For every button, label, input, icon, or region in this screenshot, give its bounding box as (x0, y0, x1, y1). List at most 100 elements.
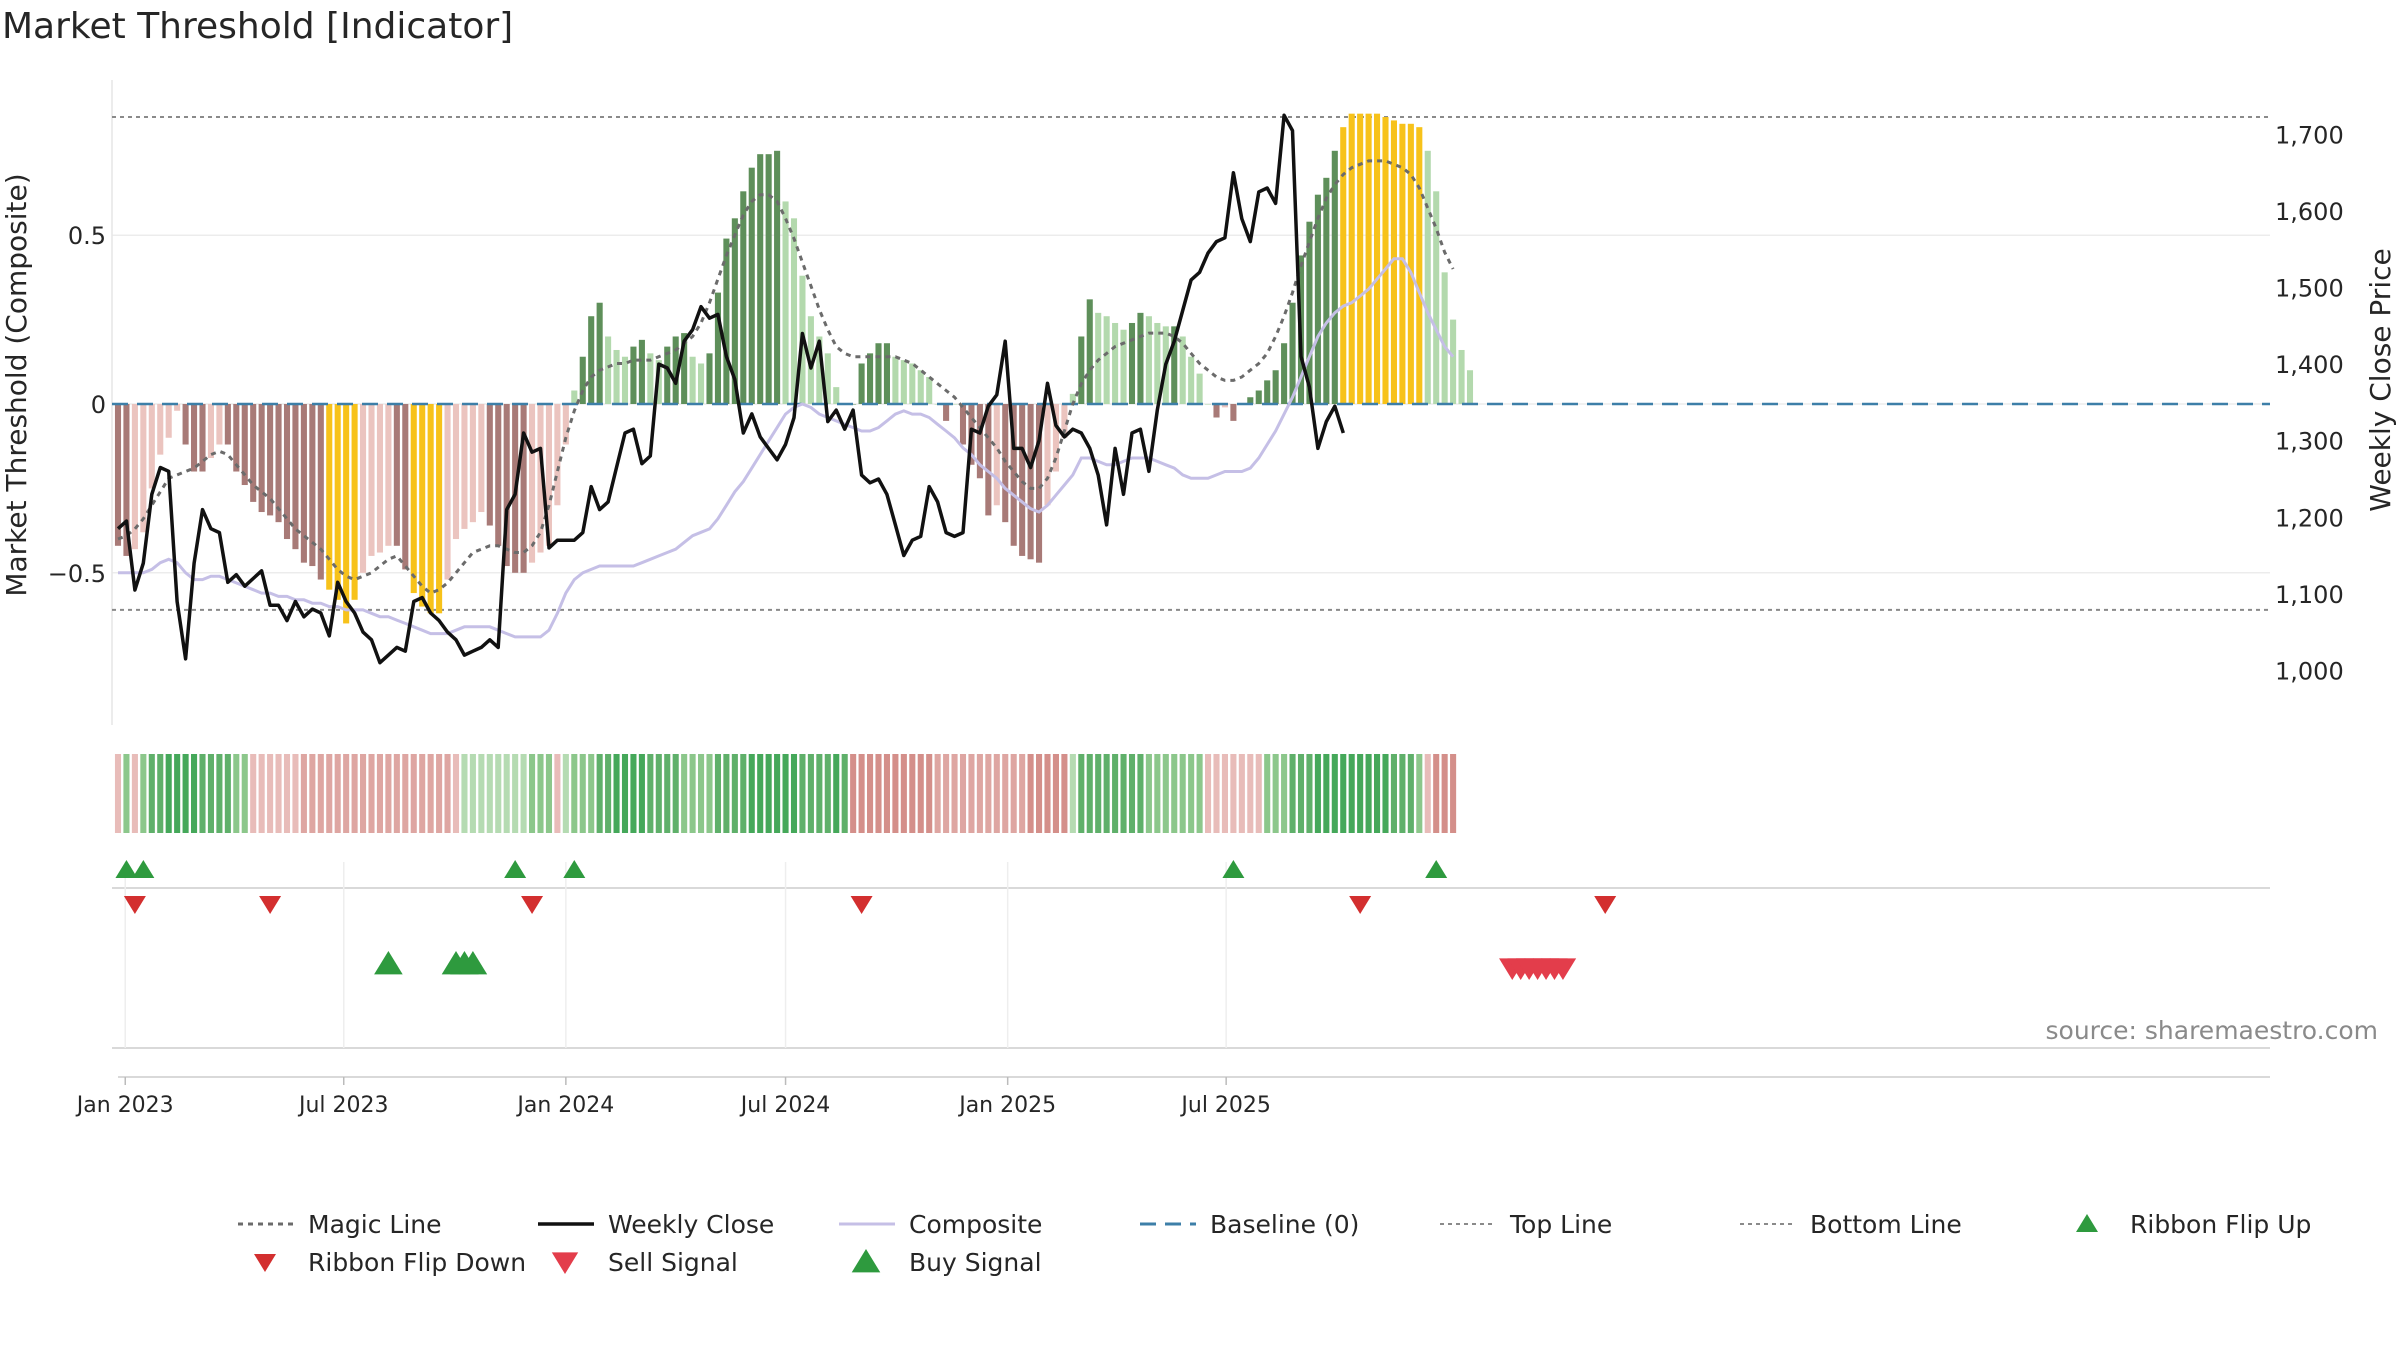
x-tick-label: Jan 2025 (957, 1093, 1056, 1118)
legend-top-line: Top Line (1440, 1210, 1612, 1239)
composite-bar (858, 363, 865, 404)
ribbon-cell (790, 754, 798, 833)
ribbon-cell (1213, 754, 1220, 833)
ribbon-cell (419, 754, 426, 833)
composite-bar (562, 404, 569, 445)
composite-bar (1399, 123, 1406, 405)
composite-bar (1019, 404, 1026, 556)
composite-bar (478, 404, 485, 513)
ribbon-cell (1247, 754, 1254, 833)
composite-bar (300, 404, 307, 563)
ribbon-cell (757, 754, 764, 833)
composite-bar (334, 404, 341, 600)
ribbon-cell (731, 754, 738, 833)
ribbon-cell (368, 754, 375, 833)
composite-bar (824, 353, 831, 404)
ribbon-cell (427, 754, 434, 833)
ribbon-cell (926, 754, 933, 833)
composite-bar (959, 404, 967, 445)
composite-bar (1128, 322, 1136, 404)
composite-bar (410, 404, 417, 594)
composite-bar (360, 404, 367, 573)
ribbon-cell (1188, 754, 1195, 833)
composite-bar (326, 404, 333, 590)
composite-bar (774, 150, 781, 404)
composite-bar (748, 167, 755, 404)
composite-bar (790, 218, 798, 404)
composite-bar (368, 404, 375, 556)
composite-bar (757, 154, 764, 404)
buy-signal-marker (374, 951, 403, 975)
ribbon-cell (469, 754, 476, 833)
composite-bar (917, 370, 924, 404)
x-tick-label: Jan 2024 (515, 1093, 614, 1118)
composite-bar (233, 404, 240, 472)
ribbon-cell (140, 754, 147, 833)
ribbon-flip-up-marker (1222, 860, 1245, 878)
ribbon-cell (1036, 754, 1043, 833)
composite-bar (537, 404, 544, 553)
composite-bar (1221, 404, 1228, 408)
composite-bar (1424, 150, 1431, 404)
ribbon-cell (1382, 754, 1389, 833)
composite-bar (503, 404, 510, 567)
right-axis-title: Weekly Close Price (2364, 248, 2397, 511)
ribbon-cell (613, 754, 620, 833)
composite-bar (520, 404, 527, 573)
ribbon-cell (1390, 754, 1397, 833)
composite-bar (1407, 123, 1414, 405)
composite-bar (875, 343, 882, 404)
composite-bar (495, 404, 502, 546)
ribbon-cell (182, 754, 189, 833)
composite-bar (207, 404, 214, 459)
ribbon-cell (123, 754, 130, 833)
composite-bar (714, 292, 721, 404)
composite-bar (427, 404, 434, 614)
ribbon-cell (943, 754, 950, 833)
ribbon-cell (258, 754, 265, 833)
ribbon-cell (900, 754, 907, 833)
ribbon-cell (165, 754, 172, 833)
ribbon-cell (1365, 754, 1372, 833)
ribbon-cell (892, 754, 899, 833)
composite-bar (140, 404, 147, 533)
ribbon-cell (1314, 754, 1321, 833)
composite-bar (283, 404, 291, 540)
ribbon-cell (1416, 754, 1423, 833)
signal-markers (115, 860, 1617, 980)
composite-bar (1433, 191, 1440, 404)
ribbon-cell (1340, 754, 1347, 833)
ribbon-cell (571, 754, 578, 833)
composite-bar (216, 404, 223, 445)
composite-bar (1010, 404, 1017, 546)
legend-magic-line-label: Magic Line (308, 1210, 442, 1239)
ribbon-cell (867, 754, 874, 833)
ribbon-cell (740, 754, 747, 833)
ribbon-cell (1264, 754, 1271, 833)
composite-bar (1069, 393, 1076, 404)
composite-bar (275, 404, 282, 523)
composite-bar (647, 353, 654, 404)
indicator-lines (112, 113, 2270, 665)
composite-bar (1112, 322, 1119, 404)
legend: Magic Line Weekly Close Composite Baseline … (238, 1210, 2311, 1277)
ribbon-cell (579, 754, 586, 833)
composite-bar (402, 404, 409, 570)
composite-bar (1458, 349, 1465, 404)
composite-bar (664, 346, 671, 404)
ribbon-cell (1137, 754, 1144, 833)
legend-buy-signal-label: Buy Signal (909, 1248, 1042, 1277)
ribbon-cell (875, 754, 882, 833)
right-tick-label: 1,700 (2275, 121, 2344, 149)
ribbon-cell (343, 754, 350, 833)
ribbon-cell (1154, 754, 1161, 833)
composite-bar (1002, 404, 1009, 523)
composite-bar (867, 353, 874, 404)
ribbon-cell (647, 754, 654, 833)
ribbon-cell (723, 754, 730, 833)
ribbon-cell (1205, 754, 1212, 833)
ribbon-cell (596, 754, 603, 833)
signal-panel-grid (112, 862, 2270, 1078)
legend-sell-signal-swatch (551, 1252, 579, 1274)
composite-bar (452, 404, 460, 540)
